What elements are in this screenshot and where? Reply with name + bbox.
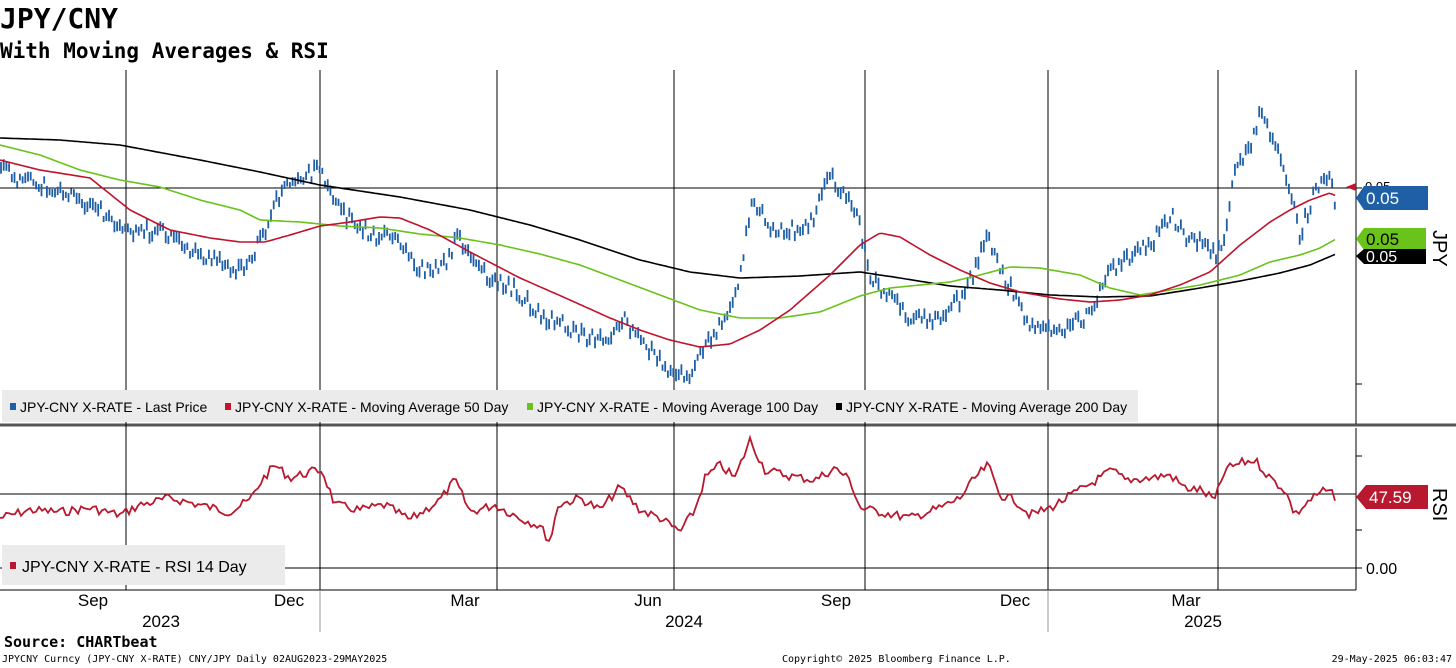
source-note: Source: CHARTbeat (4, 633, 158, 651)
rsi-axis-title: RSI (1428, 488, 1450, 521)
tag-ma100: 0.05 (1356, 228, 1426, 250)
x-label-year: 2023 (142, 612, 180, 631)
tag-rsi: 47.59 (1356, 485, 1428, 509)
rsi-line (0, 434, 1336, 543)
legend-label-ma200: JPY-CNY X-RATE - Moving Average 200 Day (846, 399, 1127, 415)
footer-timestamp: 29-May-2025 06:03:47 (1331, 654, 1452, 665)
price-axis-title: JPY (1428, 230, 1450, 267)
x-label-month: Dec (1000, 591, 1031, 610)
legend-swatch-ma100 (527, 403, 533, 410)
footer-security: JPYCNY Curncy (JPY-CNY X-RATE) CNY/JPY D… (2, 654, 388, 665)
x-label-month: Sep (78, 591, 108, 610)
rsi-tick-label: 0.00 (1366, 561, 1397, 578)
chart-subtitle: With Moving Averages & RSI (0, 39, 329, 63)
x-label-month: Jun (634, 591, 661, 610)
chart-title: JPY/CNY (0, 2, 119, 35)
ma50-line (0, 159, 1336, 348)
x-axis-labels: Sep Dec Mar Jun Sep Dec Mar 2023 2024 20… (78, 591, 1222, 631)
tag-ma100-label: 0.05 (1366, 230, 1399, 249)
legend-label-ma100: JPY-CNY X-RATE - Moving Average 100 Day (537, 399, 818, 415)
x-label-month: Mar (450, 591, 480, 610)
tag-ma200: 0.05 (1356, 249, 1426, 266)
rsi-legend: JPY-CNY X-RATE - RSI 14 Day (2, 545, 285, 585)
x-label-month: Dec (274, 591, 305, 610)
legend-label-ma50: JPY-CNY X-RATE - Moving Average 50 Day (235, 399, 508, 415)
legend-swatch-last-price (10, 403, 16, 410)
x-label-month: Sep (821, 591, 851, 610)
legend-label-rsi: JPY-CNY X-RATE - RSI 14 Day (22, 559, 247, 576)
ma100-line (0, 144, 1336, 319)
price-legend: JPY-CNY X-RATE - Last Price JPY-CNY X-RA… (2, 390, 1138, 422)
legend-label-last-price: JPY-CNY X-RATE - Last Price (20, 399, 207, 415)
tag-last-price-label: 0.05 (1366, 189, 1399, 208)
legend-swatch-ma200 (836, 403, 842, 410)
tag-ma200-label: 0.05 (1366, 249, 1397, 266)
legend-swatch-rsi (10, 562, 16, 569)
x-label-month: Mar (1171, 591, 1201, 610)
x-label-year: 2025 (1184, 612, 1222, 631)
tag-last-price: 0.05 (1346, 183, 1428, 210)
tag-rsi-label: 47.59 (1369, 488, 1412, 507)
legend-swatch-ma50 (225, 403, 231, 410)
price-bars-series (0, 106, 1336, 385)
vertical-gridlines (125, 70, 1219, 590)
footer-copyright: Copyright© 2025 Bloomberg Finance L.P. (782, 654, 1011, 665)
x-label-year: 2024 (665, 612, 703, 631)
ma200-line (0, 137, 1336, 298)
